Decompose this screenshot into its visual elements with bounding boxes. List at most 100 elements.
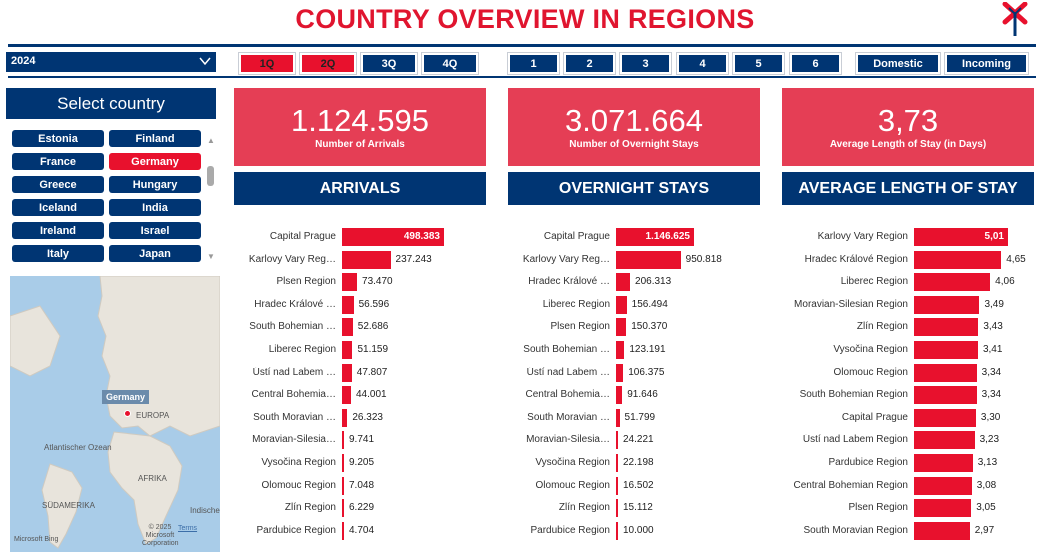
bar-value-label: 150.370 xyxy=(631,321,668,333)
bar[interactable] xyxy=(914,386,977,405)
bar[interactable] xyxy=(342,363,352,382)
map-terms-link[interactable]: Terms xyxy=(178,525,198,532)
bar-category-label: Liberec Region xyxy=(840,276,908,288)
bar-category-label: Plsen Region xyxy=(848,502,908,514)
bar-value-label: 3,23 xyxy=(979,434,1000,446)
bar[interactable] xyxy=(616,228,694,246)
bar[interactable] xyxy=(342,476,344,495)
bar[interactable] xyxy=(616,341,625,359)
country-button-hungary[interactable]: Hungary xyxy=(109,176,201,193)
bar[interactable] xyxy=(342,341,353,359)
country-button-japan[interactable]: Japan xyxy=(109,245,201,262)
bar-category-label: Central Bohemia… xyxy=(525,389,610,401)
bar[interactable] xyxy=(616,499,618,518)
bar[interactable] xyxy=(914,499,972,518)
bar[interactable] xyxy=(616,363,624,382)
scrollbar-thumb[interactable] xyxy=(207,166,214,186)
bar[interactable] xyxy=(616,431,618,450)
bar[interactable] xyxy=(616,521,618,540)
bar[interactable] xyxy=(914,228,1008,246)
quarter-button-4q[interactable]: 4Q xyxy=(421,52,479,75)
bar-value-label: 1.146.625 xyxy=(645,231,691,242)
filter-divider xyxy=(8,76,1036,78)
bar[interactable] xyxy=(914,476,972,495)
number-button-1[interactable]: 1 xyxy=(507,52,560,75)
bar[interactable] xyxy=(342,386,351,405)
bar[interactable] xyxy=(914,454,973,472)
bar[interactable] xyxy=(616,273,631,292)
bar-value-label: 3,30 xyxy=(980,411,1001,423)
incoming-button[interactable]: Incoming xyxy=(944,52,1029,75)
bar[interactable] xyxy=(914,341,978,359)
bar-category-label: Vysočina Region xyxy=(833,344,908,355)
bar-value-label: 56.596 xyxy=(358,298,390,310)
bar[interactable] xyxy=(342,295,354,314)
bar-value-label: 237.243 xyxy=(395,253,432,265)
scroll-up-icon[interactable]: ▲ xyxy=(207,136,215,145)
number-button-3[interactable]: 3 xyxy=(619,52,672,75)
bar-category-label: Moravian-Silesian Region xyxy=(794,298,908,310)
bar[interactable] xyxy=(616,250,681,269)
bar[interactable] xyxy=(342,228,444,246)
bar[interactable] xyxy=(616,318,627,337)
country-button-india[interactable]: India xyxy=(109,199,201,216)
number-button-6[interactable]: 6 xyxy=(789,52,842,75)
bar[interactable] xyxy=(342,273,358,292)
bar[interactable] xyxy=(616,386,623,405)
world-map[interactable]: Germany EUROPA Atlantischer Ozean AFRIKA… xyxy=(10,276,220,552)
map-label-indian: Indische xyxy=(190,506,220,515)
bar-value-label: 2,97 xyxy=(974,524,995,536)
bar[interactable] xyxy=(914,431,975,450)
bar[interactable] xyxy=(914,250,1002,269)
country-button-greece[interactable]: Greece xyxy=(12,176,104,193)
number-button-4[interactable]: 4 xyxy=(676,52,729,75)
country-button-germany[interactable]: Germany xyxy=(109,153,201,170)
country-button-ireland[interactable]: Ireland xyxy=(12,222,104,239)
bar-value-label: 91.646 xyxy=(627,389,658,401)
bar[interactable] xyxy=(342,318,353,337)
kpi-overnight-stays-label: Number of Overnight Stays xyxy=(569,139,699,150)
bar[interactable] xyxy=(616,295,627,314)
bar[interactable] xyxy=(342,499,344,518)
bar-category-label: Central Bohemian Region xyxy=(793,479,908,491)
year-select[interactable]: 2024 xyxy=(6,52,216,72)
bar[interactable] xyxy=(616,476,618,495)
bar[interactable] xyxy=(342,250,391,269)
bar[interactable] xyxy=(342,431,344,450)
country-button-france[interactable]: France xyxy=(12,153,104,170)
bar[interactable] xyxy=(914,295,980,314)
bar[interactable] xyxy=(914,363,977,382)
bar[interactable] xyxy=(616,408,620,427)
bar[interactable] xyxy=(616,454,618,472)
country-button-iceland[interactable]: Iceland xyxy=(12,199,104,216)
number-button-2[interactable]: 2 xyxy=(563,52,616,75)
country-button-estonia[interactable]: Estonia xyxy=(12,130,104,147)
bar[interactable] xyxy=(914,521,970,540)
map-copyright: © 2025 Microsoft Corporation xyxy=(142,524,179,547)
bar-category-label: Hradec Králové Region xyxy=(804,253,908,265)
bar-value-label: 106.375 xyxy=(628,366,665,378)
bar[interactable] xyxy=(342,408,348,427)
bar-value-label: 3,05 xyxy=(976,502,996,514)
quarter-button-1q[interactable]: 1Q xyxy=(238,52,296,75)
section-average-stay: AVERAGE LENGTH OF STAY xyxy=(782,172,1034,205)
number-button-5[interactable]: 5 xyxy=(732,52,785,75)
bar-category-label: Ústí nad Labem … xyxy=(526,366,610,378)
bar-value-label: 3,34 xyxy=(981,366,1002,378)
country-button-italy[interactable]: Italy xyxy=(12,245,104,262)
scroll-down-icon[interactable]: ▼ xyxy=(207,252,215,261)
country-button-finland[interactable]: Finland xyxy=(109,130,201,147)
bar-category-label: Zlín Region xyxy=(558,502,610,514)
country-button-israel[interactable]: Israel xyxy=(109,222,201,239)
bar[interactable] xyxy=(914,318,979,337)
map-location-marker[interactable] xyxy=(124,410,131,417)
bar[interactable] xyxy=(914,273,991,292)
chevron-down-icon xyxy=(199,57,211,66)
domestic-button[interactable]: Domestic xyxy=(855,52,941,75)
bar[interactable] xyxy=(342,454,344,472)
bar[interactable] xyxy=(342,521,344,540)
quarter-button-2q[interactable]: 2Q xyxy=(299,52,357,75)
bar-value-label: 51.799 xyxy=(624,411,656,423)
quarter-button-3q[interactable]: 3Q xyxy=(360,52,418,75)
bar[interactable] xyxy=(914,408,976,427)
